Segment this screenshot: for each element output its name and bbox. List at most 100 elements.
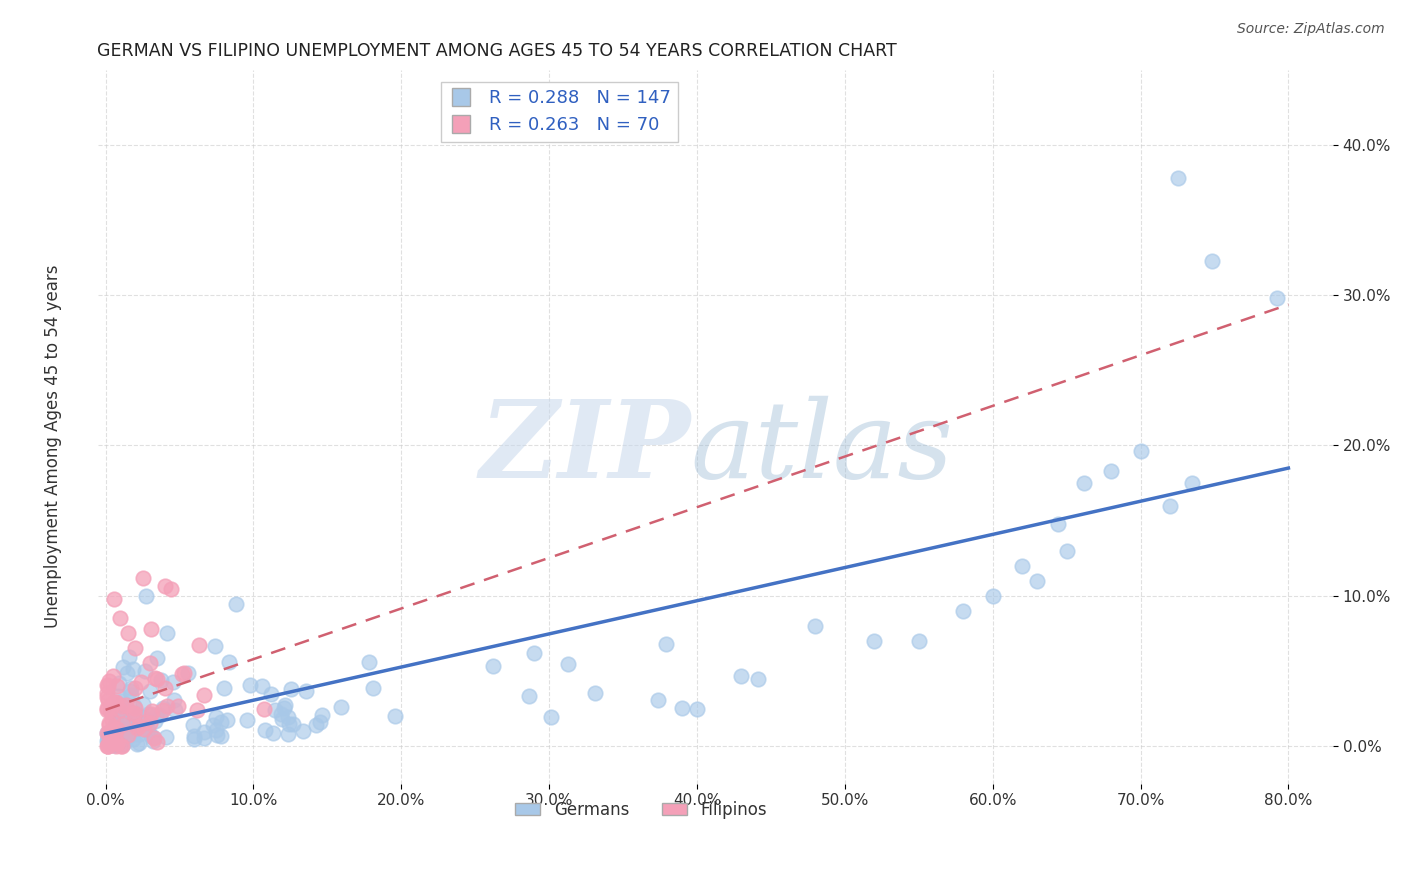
Point <box>118 719 141 733</box>
Point <box>557 657 579 671</box>
Point <box>117 728 139 742</box>
Point <box>482 659 505 673</box>
Point <box>304 718 326 732</box>
Point <box>160 582 183 596</box>
Text: Unemployment Among Ages 45 to 54 years: Unemployment Among Ages 45 to 54 years <box>45 264 62 628</box>
Point <box>141 734 163 748</box>
Point <box>108 706 131 720</box>
Point <box>517 689 540 703</box>
Point <box>271 712 294 726</box>
Point <box>209 729 232 743</box>
Point <box>686 702 709 716</box>
Point <box>156 699 179 714</box>
Point <box>308 714 330 729</box>
Point <box>107 733 129 747</box>
Point <box>127 722 149 736</box>
Point <box>100 729 122 743</box>
Point <box>209 715 232 730</box>
Point <box>132 722 155 736</box>
Point <box>111 698 134 713</box>
Point <box>225 597 247 611</box>
Point <box>120 727 142 741</box>
Point <box>747 672 769 686</box>
Point <box>139 622 162 636</box>
Point <box>155 730 177 744</box>
Point <box>96 685 118 699</box>
Point <box>122 707 145 722</box>
Point <box>540 710 562 724</box>
Point <box>104 717 127 731</box>
Point <box>863 634 886 648</box>
Point <box>96 690 118 705</box>
Point <box>96 703 118 717</box>
Point <box>1181 476 1204 491</box>
Point <box>105 706 128 720</box>
Point <box>115 665 138 680</box>
Point <box>122 699 145 714</box>
Point <box>250 679 273 693</box>
Point <box>100 737 122 751</box>
Point <box>146 672 169 686</box>
Point <box>141 705 163 719</box>
Point <box>201 718 224 732</box>
Point <box>124 700 146 714</box>
Point <box>100 727 122 741</box>
Point <box>110 611 132 625</box>
Point <box>132 697 155 711</box>
Point <box>204 639 226 653</box>
Point <box>145 735 167 749</box>
Point <box>1201 253 1223 268</box>
Point <box>150 673 173 687</box>
Point <box>120 688 142 702</box>
Point <box>108 698 131 712</box>
Point <box>804 619 827 633</box>
Point <box>138 683 160 698</box>
Point <box>117 626 139 640</box>
Point <box>177 666 200 681</box>
Point <box>311 707 333 722</box>
Point <box>143 731 166 746</box>
Point <box>277 727 299 741</box>
Point <box>1265 291 1288 305</box>
Point <box>270 706 292 721</box>
Point <box>146 651 169 665</box>
Point <box>105 679 128 693</box>
Point <box>97 693 120 707</box>
Point <box>117 727 139 741</box>
Point <box>110 739 132 753</box>
Point <box>101 732 124 747</box>
Text: Source: ZipAtlas.com: Source: ZipAtlas.com <box>1237 22 1385 37</box>
Point <box>523 646 546 660</box>
Point <box>132 709 155 723</box>
Point <box>273 698 295 712</box>
Point <box>122 706 145 721</box>
Point <box>1099 464 1122 478</box>
Point <box>111 739 134 753</box>
Point <box>120 681 142 696</box>
Point <box>128 736 150 750</box>
Point <box>112 737 135 751</box>
Point <box>145 714 167 728</box>
Point <box>181 717 204 731</box>
Point <box>207 728 229 742</box>
Point <box>1073 476 1095 491</box>
Point <box>235 713 257 727</box>
Point <box>907 634 929 648</box>
Point <box>136 723 159 737</box>
Point <box>96 726 118 740</box>
Point <box>114 731 136 746</box>
Point <box>104 703 127 717</box>
Point <box>107 689 129 703</box>
Point <box>125 737 148 751</box>
Point <box>215 713 238 727</box>
Point <box>1046 516 1069 531</box>
Point <box>952 604 974 618</box>
Point <box>330 700 353 714</box>
Point <box>98 674 121 689</box>
Point <box>114 714 136 729</box>
Point <box>103 695 125 709</box>
Point <box>149 707 172 722</box>
Point <box>115 726 138 740</box>
Point <box>253 702 276 716</box>
Point <box>139 657 162 671</box>
